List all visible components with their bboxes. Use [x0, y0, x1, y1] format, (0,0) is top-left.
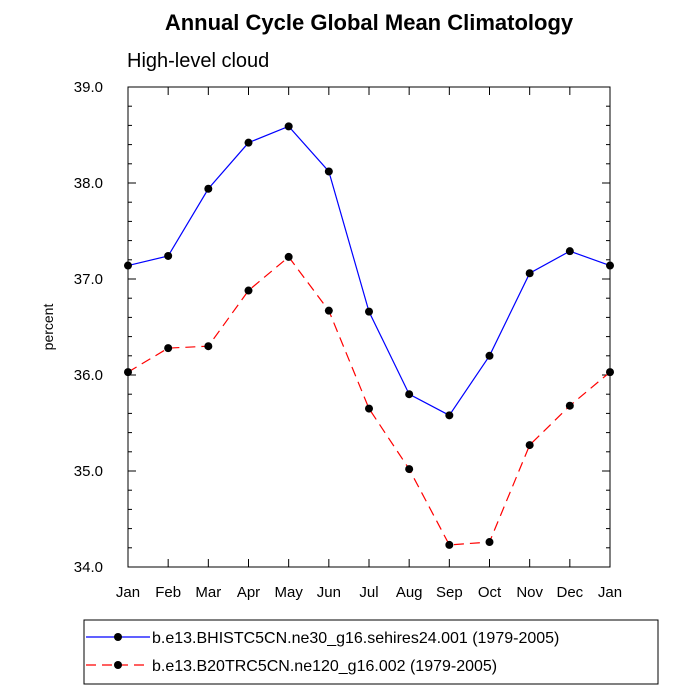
y-tick-label: 39.0	[74, 79, 103, 96]
series-2-point	[485, 538, 494, 547]
series-2-point	[244, 286, 253, 295]
plot-frame	[127, 86, 611, 568]
x-tick-label: Apr	[237, 584, 260, 601]
series-1-point	[164, 251, 173, 260]
legend-box	[83, 619, 659, 685]
series-2-point	[164, 344, 173, 353]
series-1-point	[365, 307, 373, 316]
series-2-point	[525, 441, 534, 450]
y-axis-label: percent	[40, 304, 56, 351]
series-2-point	[405, 465, 414, 474]
series-layer	[124, 122, 614, 549]
series-1-point	[485, 351, 494, 360]
y-tick-label: 37.0	[74, 271, 103, 288]
series-1-point	[525, 269, 534, 278]
x-tick-label: Jul	[359, 584, 378, 601]
series-2-point	[365, 404, 373, 413]
series-1-point	[244, 138, 253, 147]
x-tick-label: Aug	[396, 584, 423, 601]
x-tick-label: Jan	[598, 584, 622, 601]
chart-subtitle: High-level cloud	[127, 50, 269, 72]
x-tick-label: Dec	[556, 584, 583, 601]
series-2-point	[606, 368, 614, 377]
series-1-point	[606, 261, 614, 270]
series-2-point	[324, 306, 333, 315]
series-1-point	[284, 122, 293, 131]
y-tick-label: 38.0	[74, 175, 103, 192]
series-line-1	[127, 125, 611, 417]
series-1-point	[405, 390, 414, 399]
series-2-point	[204, 342, 213, 351]
legend-marker-1	[114, 633, 122, 641]
legend: b.e13.BHISTC5CN.ne30_g16.sehires24.001 (…	[86, 630, 559, 675]
legend-label-1: b.e13.BHISTC5CN.ne30_g16.sehires24.001 (…	[152, 630, 559, 647]
y-tick-label: 36.0	[74, 367, 103, 384]
x-tick-label: Jan	[116, 584, 140, 601]
y-tick-label: 35.0	[74, 463, 103, 480]
series-2-point	[445, 540, 454, 549]
x-tick-label: Sep	[436, 584, 463, 601]
legend-label-2: b.e13.B20TRC5CN.ne120_g16.002 (1979-2005…	[152, 658, 497, 675]
x-tick-label: Nov	[516, 584, 543, 601]
chart-title: Annual Cycle Global Mean Climatology	[165, 10, 574, 35]
series-1-point	[324, 167, 333, 176]
x-tick-label: Jun	[317, 584, 341, 601]
x-tick-label: Mar	[195, 584, 221, 601]
x-tick-label: Oct	[478, 584, 502, 601]
x-tick-label: Feb	[155, 584, 181, 601]
axis-ticks: Jan Feb Mar Apr May Jun Jul Aug Sep Oct Nov Dec Jan 3…	[74, 79, 622, 601]
x-tick-label: May	[274, 584, 303, 601]
series-1-point	[124, 261, 132, 270]
series-line-2	[127, 256, 611, 546]
series-2-point	[124, 368, 132, 377]
series-2-point	[284, 252, 293, 261]
legend-marker-2	[114, 661, 122, 669]
y-tick-label: 34.0	[74, 559, 103, 576]
series-2-point	[565, 401, 574, 410]
series-1-point	[445, 411, 454, 420]
series-1-point	[204, 184, 213, 193]
series-1-point	[565, 247, 574, 256]
